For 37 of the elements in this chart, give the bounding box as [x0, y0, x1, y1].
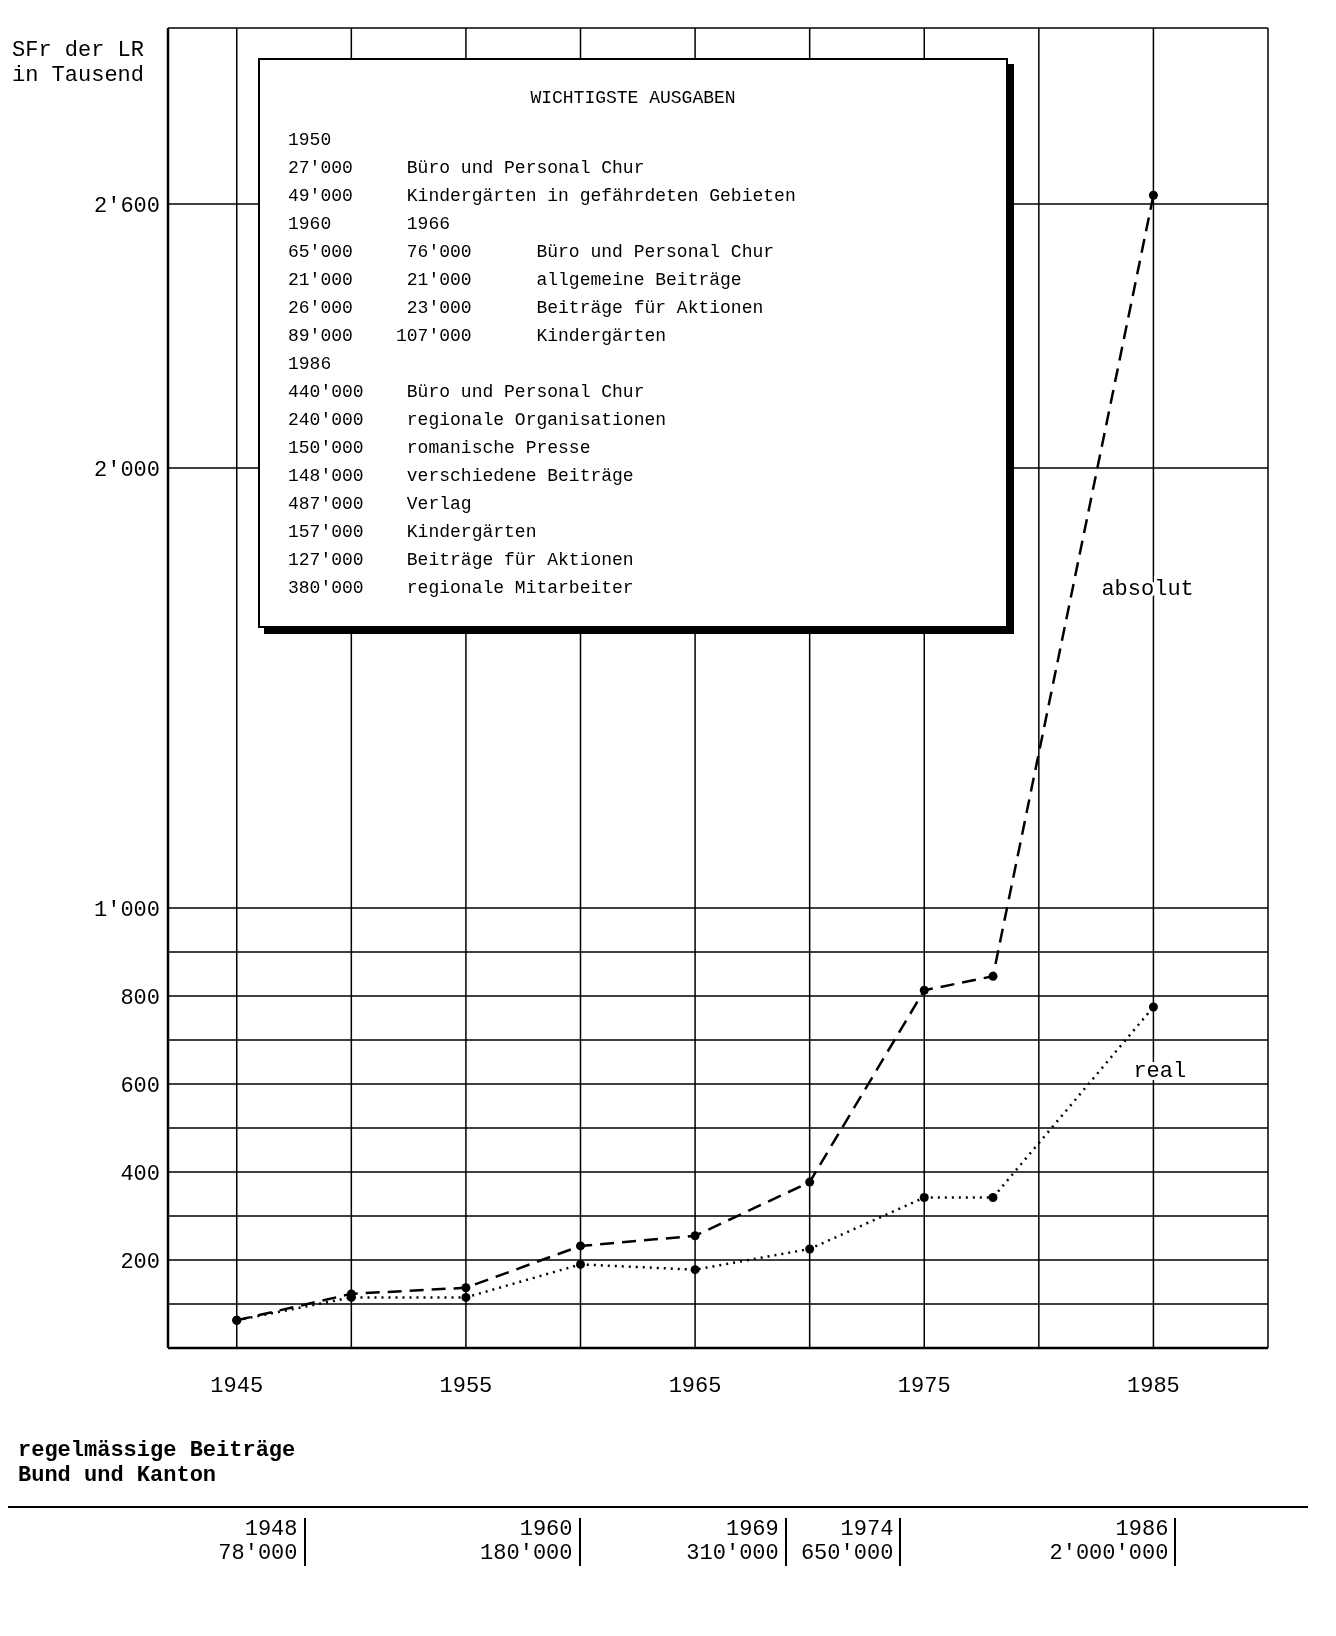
annotation: 380'000 regionale Mitarbeiter — [288, 577, 635, 600]
annotation: 440'000 Büro und Personal Chur — [288, 381, 646, 404]
ref-line-label: 1974 650'000 — [800, 1517, 902, 1566]
annotation: 21'000 21'000 allgemeine Beiträge — [288, 269, 743, 292]
annotation: 27'000 Büro und Personal Chur — [288, 157, 646, 180]
annotation: 148'000 verschiedene Beiträge — [288, 465, 635, 488]
y-tick-label: 600 — [120, 1073, 160, 1099]
ref-line-label: 1969 310'000 — [686, 1517, 787, 1566]
y-tick-label: 2'600 — [93, 193, 160, 219]
annotation: 1960 1966 — [288, 213, 452, 236]
y-axis-title: SFr der LR in Tausend — [12, 38, 145, 88]
annotation: 157'000 Kindergärten — [288, 521, 538, 544]
annotation: 150'000 romanische Presse — [288, 437, 592, 460]
x-tick-label: 1945 — [210, 1373, 264, 1399]
x-tick-label: 1985 — [1127, 1373, 1180, 1399]
annotation: 1986 — [288, 353, 333, 376]
ref-line-label: 1986 2'000'000 — [1049, 1517, 1177, 1566]
y-tick-label: 200 — [120, 1249, 160, 1275]
annotation: 487'000 Verlag — [288, 493, 473, 516]
x-tick-label: 1965 — [668, 1373, 722, 1399]
y-tick-label: 800 — [120, 985, 160, 1011]
annotation: 1950 — [288, 129, 333, 152]
annotation: 49'000 Kindergärten in gefährdeten Gebieten — [288, 185, 797, 208]
annotation: WICHTIGSTE AUSGABEN — [529, 87, 737, 110]
annotation: 240'000 regionale Organisationen — [288, 409, 668, 432]
y-tick-label: 1'000 — [93, 897, 160, 923]
x-tick-label: 1975 — [897, 1373, 951, 1399]
y-tick-label: 2'000 — [93, 457, 160, 483]
x-axis-title: regelmässige Beiträge Bund und Kanton — [18, 1438, 296, 1488]
annotation: 65'000 76'000 Büro und Personal Chur — [288, 241, 776, 264]
ref-line-label: 1948 78'000 — [218, 1517, 306, 1566]
annotation: 89'000 107'000 Kindergärten — [288, 325, 668, 348]
ref-line-label: 1960 180'000 — [480, 1517, 581, 1566]
annotation: 26'000 23'000 Beiträge für Aktionen — [288, 297, 765, 320]
y-tick-label: 400 — [120, 1161, 160, 1187]
x-tick-label: 1955 — [439, 1373, 493, 1399]
annotation: 127'000 Beiträge für Aktionen — [288, 549, 635, 572]
